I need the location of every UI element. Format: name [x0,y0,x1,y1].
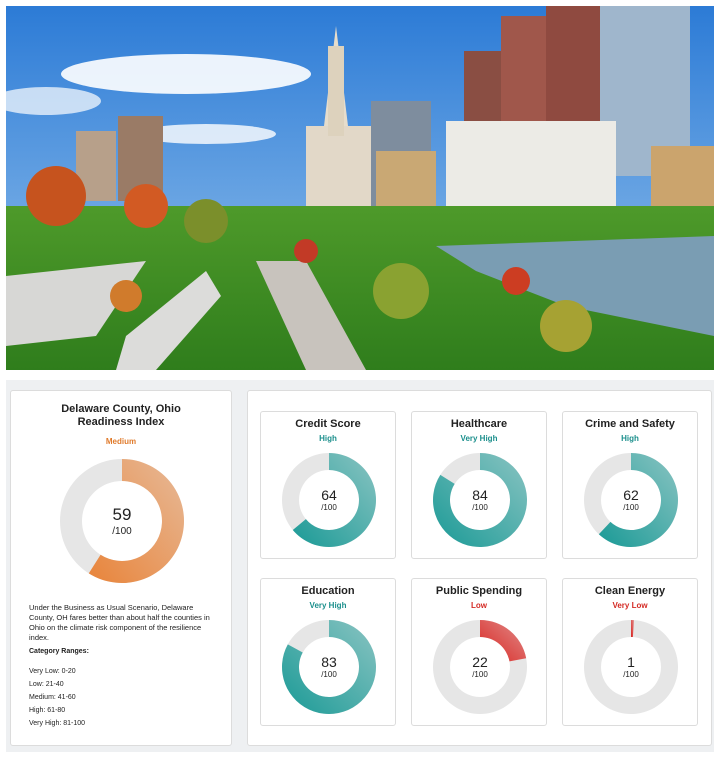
range-item: Medium: 41-60 [29,694,76,701]
score: 59 [113,505,132,524]
score: 62 [623,487,639,503]
metric-gauge: 84/100 [433,453,527,547]
gauge-arc [282,620,376,714]
metric-gauge: 83/100 [282,620,376,714]
metric-gauge: 64/100 [282,453,376,547]
ranges-list: Very Low: 0-20 Low: 21-40 Medium: 41-60 Hig… [29,665,85,730]
ranges-title: Category Ranges: [29,648,89,655]
range-item: Very High: 81-100 [29,720,86,727]
score-max: /100 [321,670,337,679]
metric-level: High [319,434,337,443]
gauge-arc [598,453,678,547]
gauge-arc [88,459,184,583]
gauge-arc [292,453,376,547]
metric-level: Low [471,601,487,610]
score: 64 [321,487,337,503]
summary-title: Delaware County, Ohio Readiness Index [61,403,181,428]
metric-title: Credit Score [295,418,361,430]
metric-level: Very High [309,601,347,610]
metric-level: Very High [460,434,498,443]
gauge-track [584,620,678,714]
metric-card: Credit Score High 64/100 [260,411,396,559]
score-max: /100 [112,526,132,537]
metric-card: Crime and Safety High 62/100 [562,411,698,559]
score-max: /100 [472,503,488,512]
metric-card: Education Very High 83/100 [260,578,396,726]
metric-gauge: 22/100 [433,620,527,714]
range-item: High: 61-80 [29,707,66,714]
metric-card: Healthcare Very High 84/100 [411,411,547,559]
metric-card: Clean Energy Very Low 1/100 [562,578,698,726]
score: 1 [627,654,635,670]
metric-title: Public Spending [435,585,523,597]
gauge-arc [433,453,527,547]
score: 83 [321,654,337,670]
gauge-arc [480,620,527,662]
score: 84 [472,487,488,503]
metric-gauge: 1/100 [584,620,678,714]
metric-level: Very Low [612,601,648,610]
summary-card: Delaware County, Ohio Readiness Index Me… [10,390,232,746]
summary-description: Under the Business as Usual Scenario, De… [29,603,210,642]
metric-card: Public Spending Low 22/100 [411,578,547,726]
metric-level: High [621,434,639,443]
city-photo [6,6,714,370]
score-max: /100 [623,670,639,679]
summary-gauge: 59/100 [59,459,184,583]
metric-title: Education [301,585,355,597]
range-item: Low: 21-40 [29,681,64,688]
summary-level: Medium [105,437,137,446]
metrics-panel: Credit Score High 64/100 Healthcare Very Hig… [247,390,712,746]
range-item: Very Low: 0-20 [29,668,76,675]
score: 22 [472,654,488,670]
score-max: /100 [321,503,337,512]
score-max: /100 [623,503,639,512]
metric-title: Clean Energy [594,585,666,597]
metric-title: Healthcare [450,418,508,430]
score-max: /100 [472,670,488,679]
gauge-arc [631,620,634,638]
metric-title: Crime and Safety [585,418,675,430]
metric-gauge: 62/100 [584,453,678,547]
